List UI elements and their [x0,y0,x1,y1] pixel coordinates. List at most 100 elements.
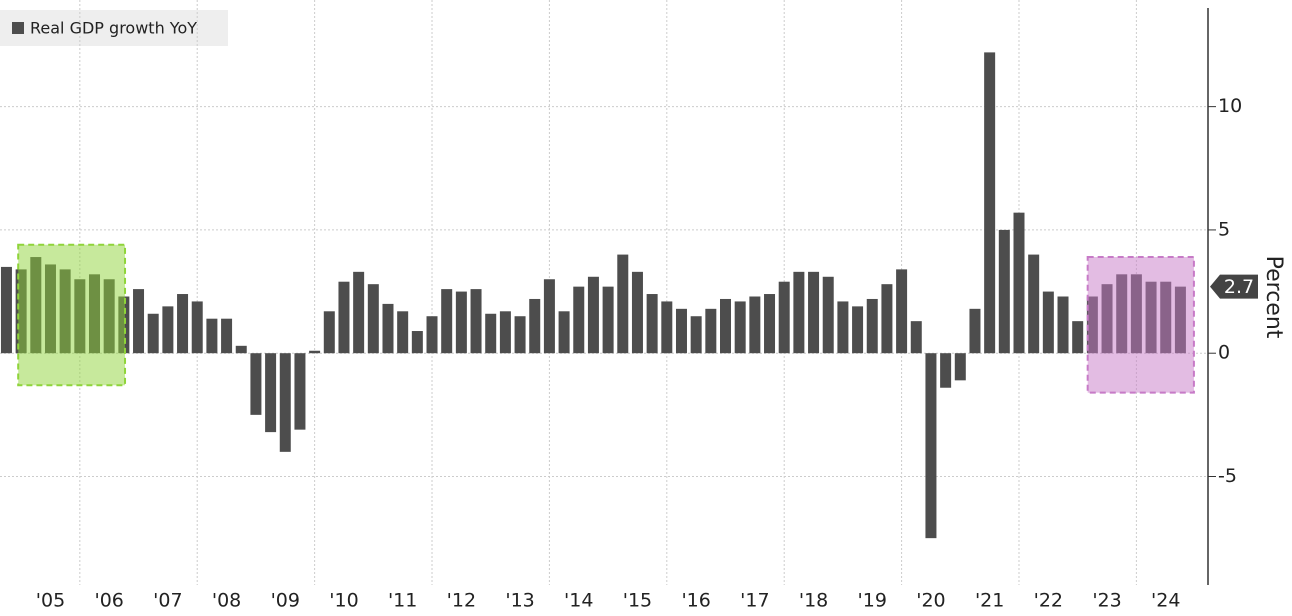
y-axis-title: Percent [1261,256,1286,339]
bar [1072,321,1084,354]
x-tick-label: '15 [623,590,652,612]
bar [954,353,966,381]
bar [881,284,893,354]
bar [984,52,996,354]
y-tick-label: 10 [1218,95,1242,117]
bar [206,318,218,354]
x-tick-label: '17 [740,590,769,612]
bar [822,276,834,354]
bar [191,301,203,354]
bar [646,294,658,354]
bar [221,318,233,354]
bar [837,301,849,354]
y-tick-label: 5 [1218,218,1230,240]
last-value-label: 2.7 [1224,276,1254,298]
legend-swatch [12,22,24,34]
bar [1057,296,1069,354]
bar [397,311,409,354]
bar [675,308,687,354]
bar [573,286,585,354]
bar [529,298,541,354]
bar [602,286,614,354]
bar [558,311,570,354]
bar [426,316,438,354]
bar [543,279,555,354]
x-tick-label: '08 [212,590,241,612]
bar [808,271,820,354]
x-tick-label: '06 [94,590,123,612]
x-tick-label: '24 [1151,590,1180,612]
bar [1013,212,1025,354]
last-value-box [1210,274,1258,299]
y-tick-label: -5 [1218,465,1237,487]
bar [265,353,277,433]
bar [235,345,247,354]
x-tick-label: '21 [975,590,1004,612]
x-tick-label: '16 [681,590,710,612]
x-tick-label: '07 [153,590,182,612]
bar [925,353,937,539]
bar [514,316,526,354]
bar [866,298,878,354]
bar [294,353,306,430]
bar [382,303,394,354]
bar [353,271,365,354]
bar [749,296,761,354]
bar [734,301,746,354]
bar [367,284,379,354]
x-tick-label: '12 [447,590,476,612]
bar [705,308,717,354]
bar [470,289,482,354]
x-tick-label: '14 [564,590,593,612]
bar [133,289,145,354]
highlight-box [17,243,127,387]
x-tick-label: '22 [1034,590,1063,612]
legend-box [0,10,228,46]
bar [485,313,497,354]
bar [441,289,453,354]
bar [250,353,262,415]
bar [764,294,776,354]
bar [690,316,702,354]
x-tick-label: '11 [388,590,417,612]
bar [1042,291,1054,354]
bar [279,353,291,452]
bar [778,281,790,354]
bar [0,266,12,354]
bar [1028,254,1040,354]
bar [147,313,159,354]
bar [162,306,174,354]
bar [940,353,952,388]
bar [661,301,673,354]
bar [617,254,629,354]
x-tick-label: '13 [505,590,534,612]
bar [587,276,599,354]
bar [852,306,864,354]
bar [969,308,981,354]
bar [411,331,423,354]
bar [323,311,335,354]
bar [720,298,732,354]
bar [455,291,467,354]
highlight-box [1086,256,1195,394]
bar [499,311,511,354]
x-tick-label: '09 [271,590,300,612]
x-tick-label: '23 [1092,590,1121,612]
x-tick-label: '19 [858,590,887,612]
y-tick-label: 0 [1218,342,1230,364]
bar [998,229,1010,354]
x-tick-label: '05 [36,590,65,612]
bar [631,271,643,354]
bar [910,321,922,354]
x-tick-label: '20 [916,590,945,612]
bar [309,350,321,354]
bar [793,271,805,354]
x-tick-label: '18 [799,590,828,612]
bar [338,281,350,354]
bar [177,294,189,354]
legend-label: Real GDP growth YoY [30,19,197,38]
bar [896,269,908,354]
x-tick-label: '10 [329,590,358,612]
